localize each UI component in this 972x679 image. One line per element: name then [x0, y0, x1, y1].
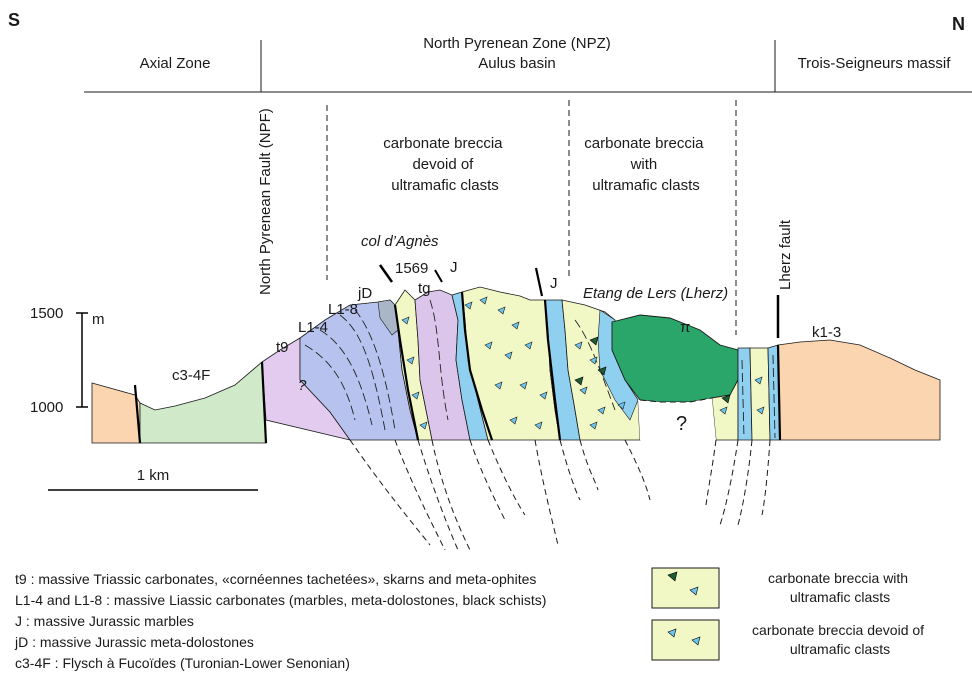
trois-seigneurs-label: Trois-Seigneurs massif: [798, 55, 952, 72]
col-fault-line: [393, 304, 420, 441]
legend-box-breccia-devoid: [651, 619, 720, 661]
deep-line-2: [394, 439, 446, 551]
deep-line-5: [469, 439, 506, 521]
deep-line-12: [719, 439, 739, 526]
deep-line-13: [737, 439, 753, 526]
bedding-line-2: [319, 329, 373, 426]
scale-unit-label: m: [92, 311, 105, 328]
j-surface-marker: [534, 267, 544, 297]
breccia-with-header: carbonate breccia with ultramafic clasts: [584, 135, 707, 194]
gap-dashed-top: [639, 397, 713, 403]
south-label: S: [8, 10, 20, 30]
scale-1000-label: 1000: [30, 399, 63, 416]
legend-line-j: J : massive Jurassic marbles: [15, 613, 194, 629]
bedding-line-4: [354, 309, 396, 431]
lherz-fault-surface: [776, 344, 782, 441]
bedding-line-6: [574, 319, 616, 411]
flysch-c3-4f-unit: [139, 361, 267, 444]
deep-line-6: [487, 439, 526, 516]
legend-line-jd: jD : massive Jurassic meta-dolostones: [14, 634, 254, 650]
npz-title: North Pyrenean Zone (NPZ): [423, 35, 611, 52]
legend-breccia-with-label: carbonate breccia with ultramafic clasts: [768, 570, 912, 605]
lherz-fault-label: Lherz fault: [777, 219, 794, 290]
axial-zone-unit: [91, 382, 141, 444]
legend-clast-icon-2: [667, 628, 677, 638]
unknown-gap: [638, 398, 716, 440]
peak-marker: [434, 269, 443, 283]
legend-breccia-devoid-label: carbonate breccia devoid of ultramafic c…: [752, 622, 928, 657]
j-fault-line-right: [543, 299, 562, 441]
j-right-label: J: [550, 275, 558, 292]
l1-8-label: L1-8: [328, 301, 358, 318]
bedding-line-3: [339, 314, 386, 431]
t9-question-label: ?: [298, 377, 307, 394]
north-label: N: [952, 14, 965, 34]
breccia-right-strip: [749, 347, 771, 441]
pi-label: π: [680, 319, 690, 336]
deep-line-3: [417, 439, 459, 551]
legend-clast-icon-3: [691, 636, 701, 646]
axial-zone-label: Axial Zone: [140, 55, 211, 72]
col-marker: [378, 264, 394, 283]
legend-line-l1: L1-4 and L1-8 : massive Liassic carbonat…: [15, 592, 546, 608]
t9-label: t9: [276, 339, 289, 356]
scale-km-label: 1 km: [137, 467, 170, 484]
tg-label: tg: [418, 280, 431, 297]
jd-label: jD: [357, 285, 372, 302]
deep-line-1: [349, 439, 431, 546]
deep-line-10: [624, 439, 651, 501]
legend-clast-icon: [689, 586, 699, 596]
etang-label: Etang de Lers (Lherz): [583, 285, 728, 302]
c3-4f-label: c3-4F: [172, 367, 210, 384]
deep-line-7: [534, 439, 559, 546]
npf-fault-line: [260, 361, 268, 444]
legend-ultramafic-clast-icon: [667, 571, 678, 582]
deep-line-11: [705, 439, 717, 506]
deep-line-8: [559, 439, 581, 501]
legend-line-c3-4f: c3-4F : Flysch à Fucoïdes (Turonian-Lowe…: [15, 655, 350, 671]
clast-triangles: [401, 296, 765, 430]
legend-line-t9: t9 : massive Triassic carbonates, «corné…: [15, 571, 536, 587]
scale-1500-label: 1500: [30, 305, 63, 322]
bedding-line-7: [741, 359, 745, 439]
deep-line-14: [761, 439, 771, 516]
peak-elevation-label: 1569: [395, 260, 428, 277]
l1-4-label: L1-4: [298, 319, 328, 336]
breccia-devoid-header: carbonate breccia devoid of ultramafic c…: [383, 135, 506, 194]
axial-fault-line: [133, 384, 142, 444]
j-left-label: J: [450, 259, 458, 276]
ultramafic-clasts: [574, 336, 731, 404]
npf-fault-label: North Pyrenean Fault (NPF): [257, 108, 274, 295]
bedding-line-5: [429, 299, 449, 421]
col-dagnes-label: col d’Agnès: [361, 233, 439, 250]
trois-seigneurs-k1-3-unit: [777, 339, 941, 441]
bedding-line-8: [772, 354, 776, 439]
aulus-basin-label: Aulus basin: [478, 55, 556, 72]
j-fault-line-left: [460, 291, 494, 441]
k1-3-label: k1-3: [812, 324, 841, 341]
gap-question-label: ?: [676, 413, 687, 435]
deep-line-4: [431, 439, 471, 551]
legend-box-breccia-with: [651, 567, 720, 609]
deep-line-9: [579, 439, 599, 491]
bedding-line-1: [304, 344, 356, 421]
